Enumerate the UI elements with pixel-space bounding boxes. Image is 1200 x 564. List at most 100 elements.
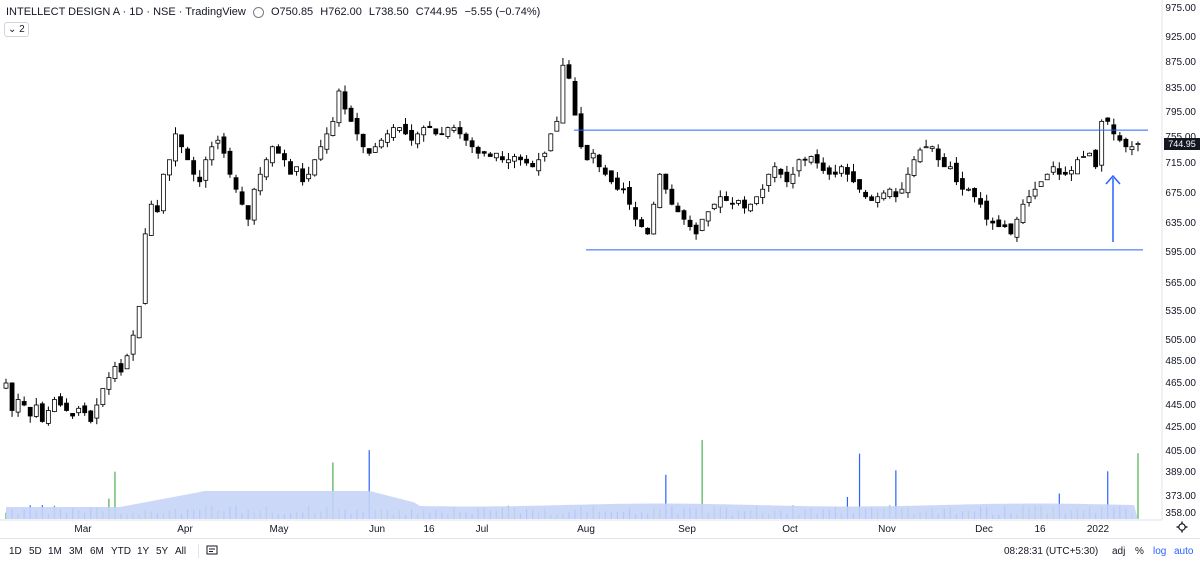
candle-body [881, 192, 887, 200]
candle-body [282, 153, 287, 161]
candle-body [978, 198, 984, 205]
close-label: C [415, 6, 424, 18]
candle-body [869, 196, 875, 201]
change-value: −5.55 (−0.74%) [464, 6, 541, 18]
candle-body [499, 156, 505, 161]
candle-body [1014, 218, 1020, 238]
candle-body [391, 127, 396, 138]
gear-icon[interactable] [1176, 521, 1188, 533]
candle-body [1105, 117, 1111, 122]
timeframe-3m[interactable]: 3M [69, 546, 83, 557]
candle-body [463, 133, 469, 141]
price-tick-label: 975.00 [1165, 3, 1196, 14]
candle-body [832, 171, 838, 175]
price-tick-label: 465.00 [1165, 378, 1196, 389]
candle-body [1026, 196, 1032, 203]
timeframe-all[interactable]: All [175, 546, 187, 557]
candle-body [239, 191, 245, 205]
candle-body [64, 402, 69, 411]
candle-body [88, 410, 94, 422]
candle-body [348, 107, 354, 122]
auto-toggle[interactable]: auto [1174, 546, 1194, 557]
price-tick-label: 389.00 [1165, 467, 1196, 478]
candle-body [754, 196, 760, 204]
candle-body [100, 388, 106, 405]
candle-body [276, 146, 281, 154]
candle-body [935, 148, 941, 161]
timeframe-5d[interactable]: 5D [29, 546, 42, 557]
candle-body [294, 166, 299, 172]
candle-body [384, 133, 390, 143]
candle-body [996, 219, 1002, 228]
candle-body [27, 406, 33, 417]
candle-body [772, 166, 778, 178]
candle-body [481, 151, 487, 154]
candle-body [790, 173, 796, 184]
indicators-toggle[interactable]: ⌄ 2 [4, 22, 29, 37]
candle-body [723, 196, 729, 201]
compare-icon[interactable] [206, 544, 218, 556]
time-tick-label: 2022 [1087, 524, 1110, 535]
time-tick-label: Aug [577, 524, 595, 535]
candle-body [130, 334, 136, 355]
candle-body [312, 159, 318, 176]
candle-body [185, 148, 191, 161]
price-tick-label: 373.00 [1165, 491, 1196, 502]
candle-body [560, 64, 566, 124]
candle-body [923, 146, 929, 149]
candle-body [742, 199, 747, 209]
candle-body [209, 146, 215, 161]
candle-body [608, 170, 614, 183]
candle-body [633, 207, 638, 220]
candle-body [45, 410, 51, 424]
candle-body [796, 159, 802, 172]
price-chart[interactable]: 975.00 925.00 875.00 835.00 795.00 755.00 715.… [0, 0, 1200, 538]
timeframe-1m[interactable]: 1M [48, 546, 62, 557]
time-tick-label: Jul [476, 524, 489, 535]
candle-body [167, 159, 172, 176]
candle-body [1032, 188, 1038, 197]
time-tick-label: Sep [678, 524, 696, 535]
percent-toggle[interactable]: % [1135, 546, 1144, 557]
candle-body [251, 188, 257, 221]
candle-body [106, 377, 112, 390]
candle-body [203, 159, 209, 181]
price-tick-label: 405.00 [1165, 446, 1196, 457]
candle-body [378, 139, 384, 148]
candle-body [457, 127, 463, 135]
candle-body [675, 205, 681, 213]
candle-body [197, 176, 203, 183]
price-tick-label: 835.00 [1165, 83, 1196, 94]
timeframe-5y[interactable]: 5Y [156, 546, 169, 557]
price-tick-label: 715.00 [1165, 158, 1196, 169]
price-tick-label: 485.00 [1165, 356, 1196, 367]
candle-body [360, 133, 366, 148]
candle-body [324, 133, 330, 150]
candle-body [705, 211, 711, 222]
candle-body [596, 154, 602, 168]
candle-body [1044, 173, 1050, 181]
candle-body [487, 153, 493, 157]
log-toggle[interactable]: log [1153, 546, 1167, 557]
candle-body [548, 133, 554, 152]
candle-body [602, 167, 608, 175]
candle-body [1117, 135, 1123, 141]
candle-body [52, 399, 57, 413]
candle-body [699, 218, 705, 231]
symbol-title[interactable]: INTELLECT DESIGN A · 1D · NSE · TradingV… [6, 6, 246, 18]
candle-body [354, 117, 360, 135]
clock-time[interactable]: 08:28:31 (UTC+5:30) [1004, 546, 1099, 557]
candle-body [269, 146, 275, 164]
timeframe-6m[interactable]: 6M [90, 546, 104, 557]
candle-body [9, 382, 15, 411]
candle-body [784, 171, 790, 183]
time-tick-label: May [270, 524, 289, 535]
toolbar-divider [198, 544, 199, 558]
eye-icon[interactable] [252, 6, 264, 18]
candle-body [730, 202, 735, 205]
timeframe-1d[interactable]: 1D [9, 546, 22, 557]
adj-toggle[interactable]: adj [1112, 546, 1126, 557]
timeframe-ytd[interactable]: YTD [111, 546, 131, 557]
candle-body [1002, 224, 1008, 228]
timeframe-1y[interactable]: 1Y [137, 546, 150, 557]
